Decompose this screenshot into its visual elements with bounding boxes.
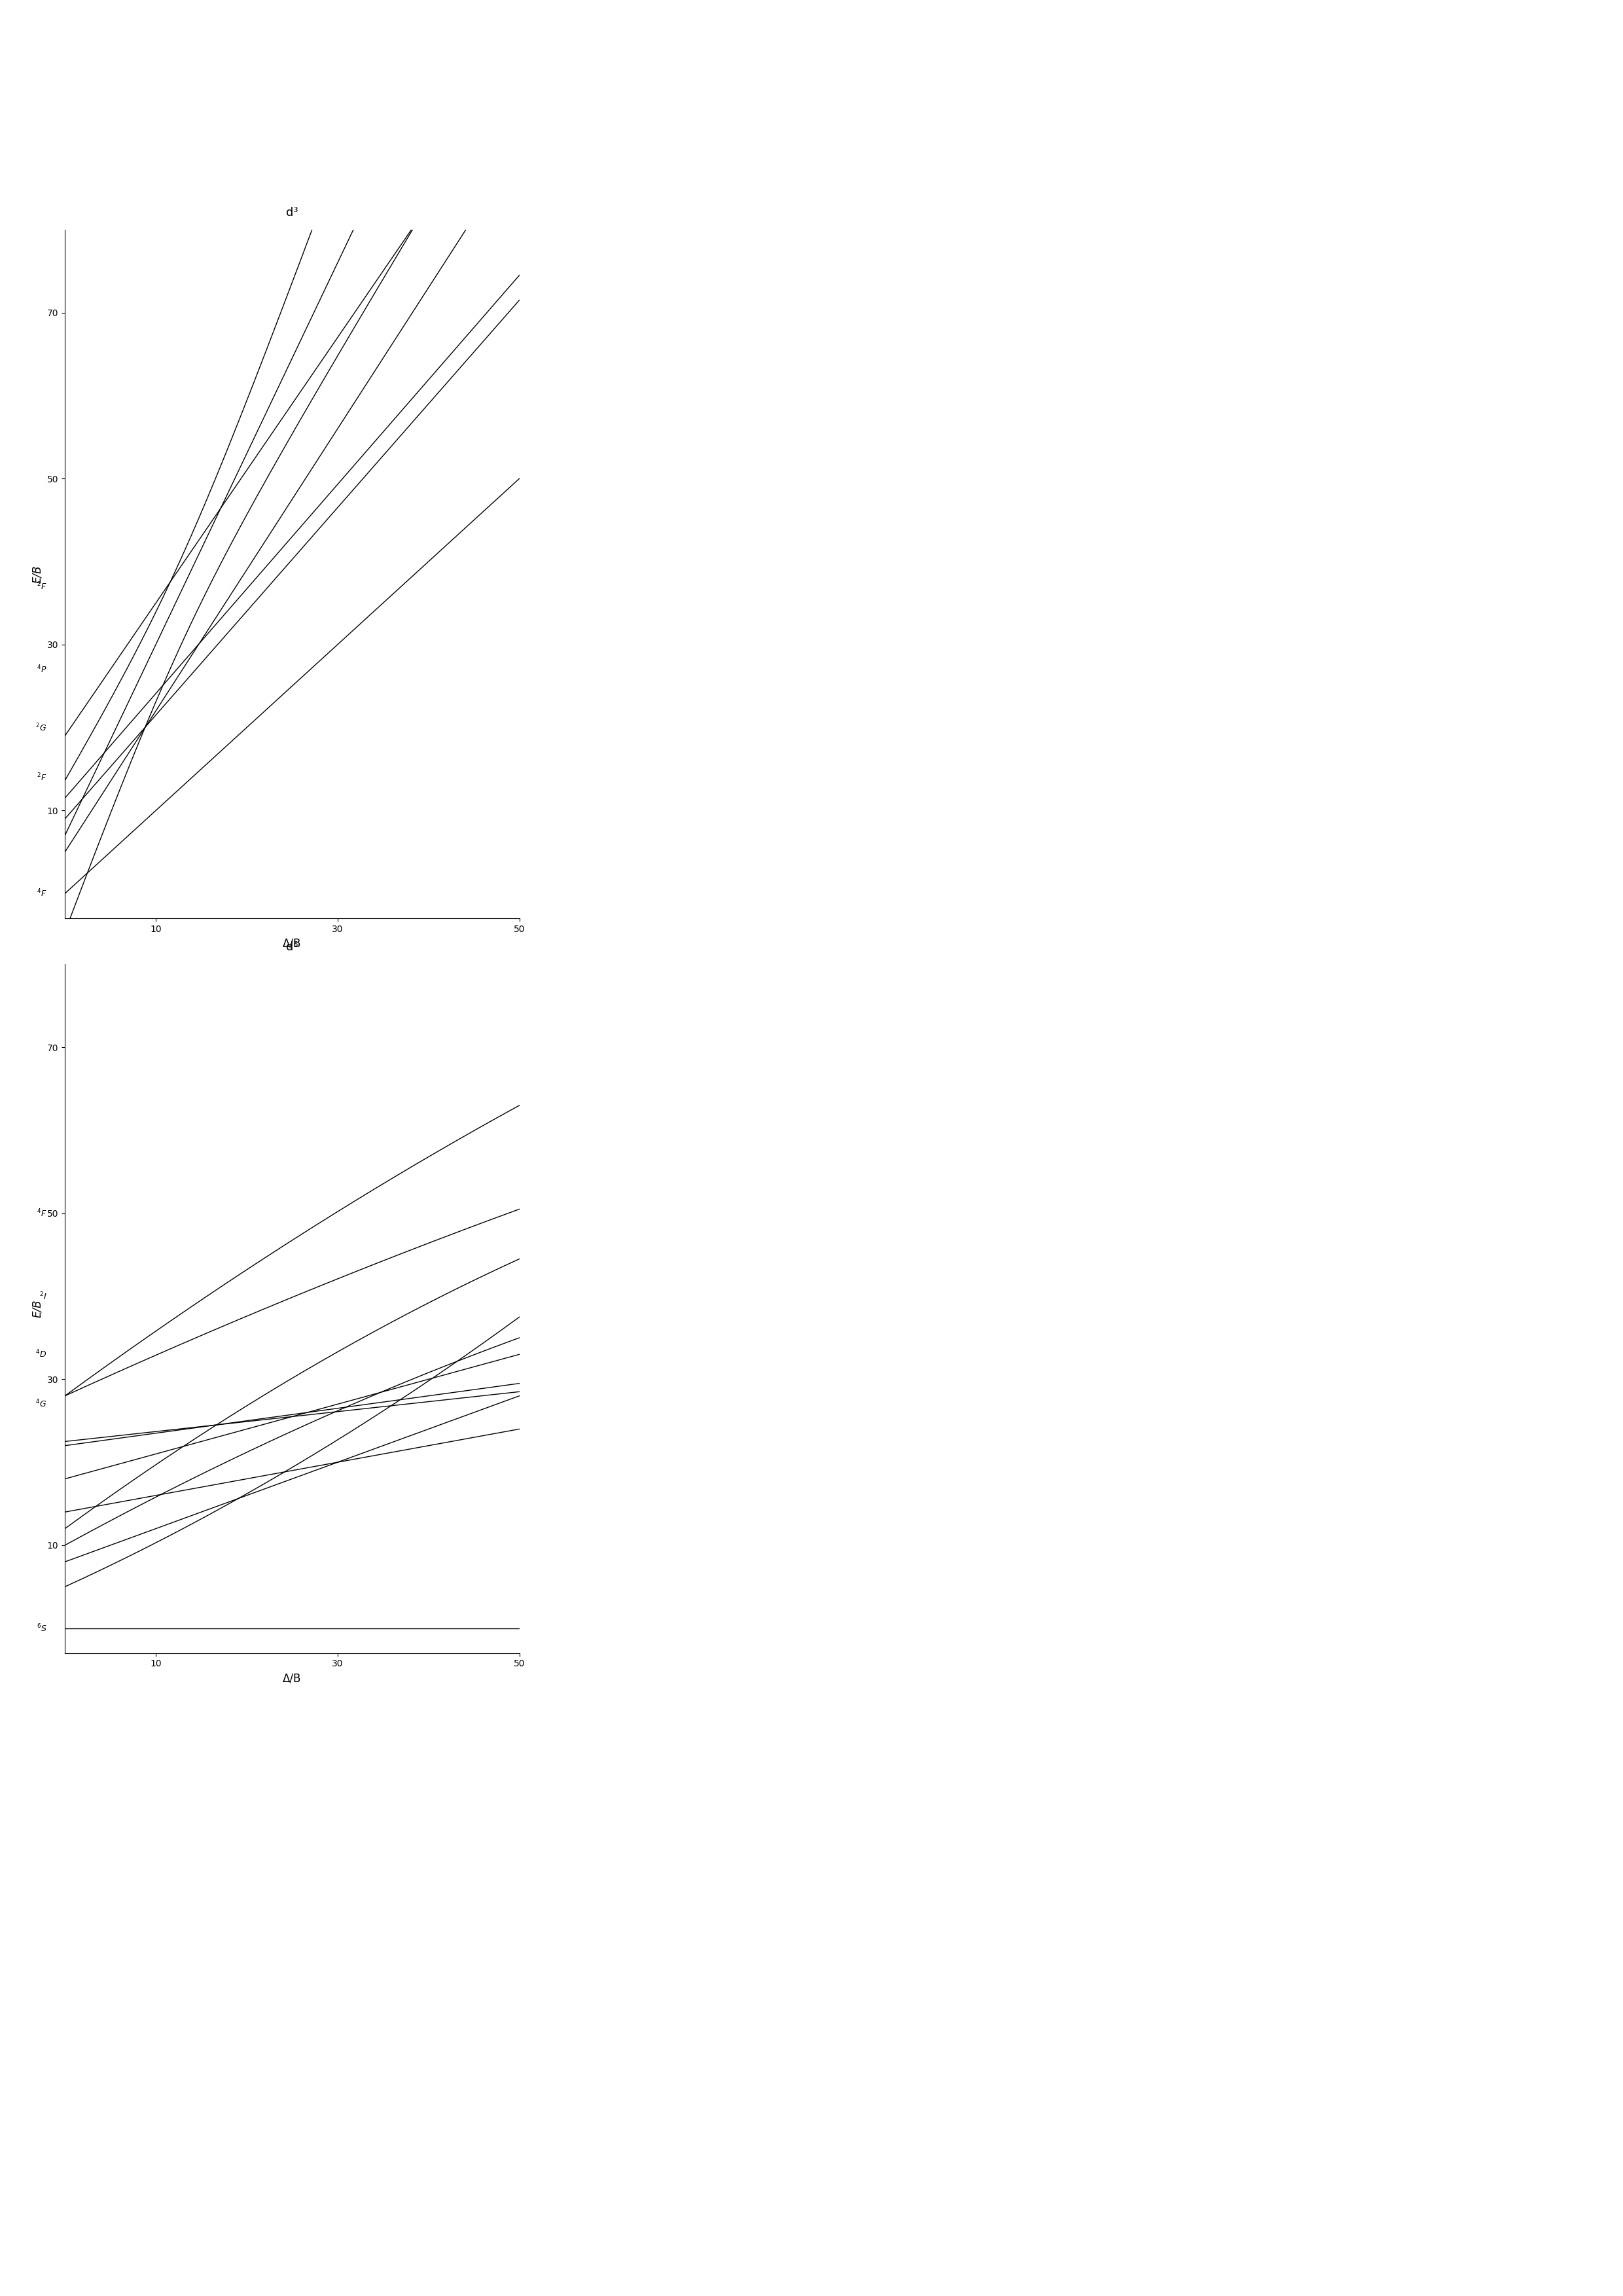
Text: $^4P$: $^4P$ [37,664,47,675]
Text: $^2G$: $^2G$ [36,723,47,732]
Text: $^4D$: $^4D$ [36,1350,47,1359]
Text: $^4F$: $^4F$ [37,1208,47,1219]
Text: $^2F$: $^2F$ [37,771,47,783]
Y-axis label: E/B: E/B [31,1300,44,1318]
Text: $^6S$: $^6S$ [37,1623,47,1635]
Text: $^4G$: $^4G$ [36,1398,47,1410]
Text: d³: d³ [286,207,299,218]
Text: d⁵: d⁵ [286,941,299,953]
X-axis label: Δ/B: Δ/B [282,1671,302,1683]
Y-axis label: E/B: E/B [31,565,44,583]
Text: $^2I$: $^2I$ [39,1290,47,1302]
Text: $^4F$: $^4F$ [37,889,47,900]
Text: $^2F$: $^2F$ [37,581,47,592]
X-axis label: Δ/B: Δ/B [282,937,302,948]
